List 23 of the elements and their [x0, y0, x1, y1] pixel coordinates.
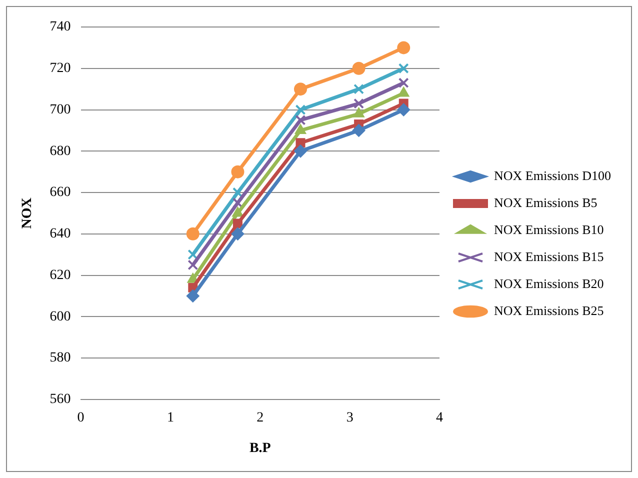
y-tick-label: 740 — [50, 20, 71, 35]
legend-label: NOX Emissions D100 — [494, 168, 612, 183]
legend-label: NOX Emissions B5 — [494, 194, 598, 210]
y-tick-label: 660 — [50, 185, 71, 200]
y-tick-label: 620 — [50, 268, 71, 283]
y-tick-label: 600 — [50, 309, 71, 324]
y-tick-label: 680 — [50, 144, 71, 159]
legend-label: NOX Emissions B15 — [494, 248, 604, 264]
legend-label: NOX Emissions B10 — [494, 222, 604, 237]
y-tick-label: 560 — [50, 392, 71, 408]
x-tick-label: 3 — [346, 410, 354, 426]
legend-label: NOX Emissions B25 — [494, 302, 604, 318]
x-tick-label: 1 — [166, 410, 174, 426]
legend-label: NOX Emissions B20 — [494, 276, 604, 291]
y-tick-label: 580 — [50, 350, 71, 366]
x-axis-title: B.P — [249, 441, 272, 456]
x-tick-label: 0 — [77, 410, 84, 426]
y-tick-label: 640 — [50, 226, 71, 242]
y-tick-label: 720 — [50, 61, 71, 76]
x-tick-label: 4 — [436, 410, 443, 426]
y-axis-title: NOX — [20, 198, 36, 229]
y-tick-label: 700 — [50, 102, 71, 118]
x-tick-label: 2 — [256, 410, 264, 426]
